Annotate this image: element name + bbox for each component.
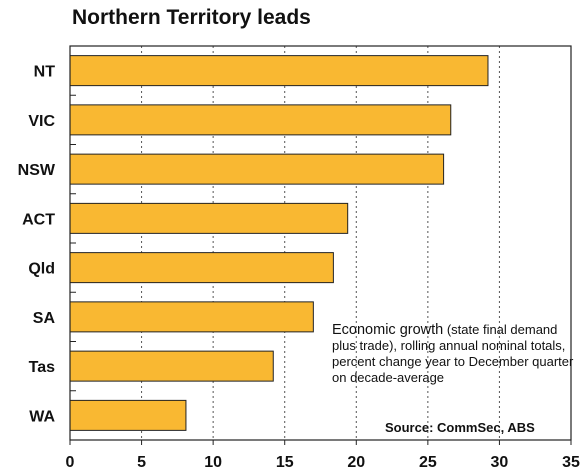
x-tick-labels: 0 5 10 15 20 25 30 35	[66, 454, 580, 471]
category-labels: NT VIC NSW ACT Qld SA Tas WA	[18, 64, 56, 426]
chart-title: Northern Territory leads	[72, 6, 311, 29]
category-label-qld: Qld	[28, 261, 55, 278]
x-tick-label-0: 0	[66, 454, 75, 471]
x-tick-label-20: 20	[347, 454, 365, 471]
category-label-nt: NT	[34, 64, 56, 81]
x-tick-label-35: 35	[562, 454, 580, 471]
bar-qld	[69, 252, 334, 284]
bars	[69, 55, 489, 431]
x-tick-label-5: 5	[137, 454, 146, 471]
chart-annotation: Economic growth (state final demand plus…	[332, 322, 577, 386]
x-tick-label-25: 25	[419, 454, 437, 471]
bar-nsw	[69, 153, 445, 185]
category-label-act: ACT	[22, 211, 55, 228]
x-tick-label-30: 30	[491, 454, 509, 471]
bar-tas	[69, 350, 274, 382]
x-tick-label-15: 15	[276, 454, 294, 471]
bar-vic	[69, 104, 452, 136]
category-label-sa: SA	[33, 310, 56, 327]
category-label-wa: WA	[29, 408, 55, 425]
bar-act	[69, 202, 349, 234]
bar-nt	[69, 55, 489, 87]
source-note: Source: CommSec, ABS	[385, 420, 535, 435]
axes	[69, 45, 572, 445]
annotation-lead: Economic growth	[332, 322, 444, 338]
bar-sa	[69, 301, 314, 333]
bar-wa	[69, 399, 187, 431]
category-label-tas: Tas	[29, 359, 55, 376]
category-label-vic: VIC	[28, 113, 55, 130]
x-tick-label-10: 10	[204, 454, 222, 471]
annotation-rest: (state final demand plus trade), rolling…	[332, 322, 574, 385]
category-label-nsw: NSW	[18, 162, 56, 179]
